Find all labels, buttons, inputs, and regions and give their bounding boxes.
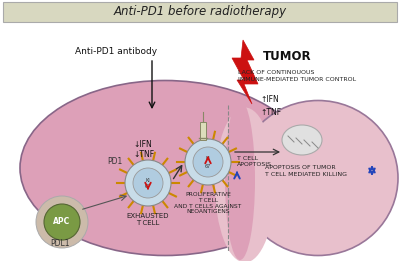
Circle shape — [44, 204, 80, 240]
Text: APOPTOSIS OF TUMOR
T CELL MEDIATED KILLING: APOPTOSIS OF TUMOR T CELL MEDIATED KILLI… — [265, 165, 347, 177]
Ellipse shape — [238, 100, 398, 256]
Text: Anti-PD1 antibody: Anti-PD1 antibody — [75, 46, 157, 56]
Text: Ki: Ki — [206, 157, 210, 162]
Text: PD1: PD1 — [107, 157, 122, 167]
Text: T CELL
APOPTOSIS: T CELL APOPTOSIS — [237, 156, 272, 167]
Text: ↑IFN: ↑IFN — [260, 95, 279, 104]
Text: Anti-PD1 before radiotherapy: Anti-PD1 before radiotherapy — [114, 5, 286, 19]
Ellipse shape — [20, 80, 310, 256]
Text: PDL1: PDL1 — [50, 240, 70, 248]
Text: PROLIFERATIVE
T CELL
AND T CELLS AGAINST
NEOANTIGENS: PROLIFERATIVE T CELL AND T CELLS AGAINST… — [174, 192, 242, 214]
Circle shape — [185, 139, 231, 185]
Circle shape — [125, 160, 171, 206]
Text: 67: 67 — [145, 185, 151, 189]
Text: ↓IFN: ↓IFN — [133, 140, 152, 149]
Text: ↑TNF: ↑TNF — [260, 108, 281, 117]
Text: ↓TNF: ↓TNF — [133, 150, 154, 159]
Ellipse shape — [215, 108, 275, 261]
Circle shape — [36, 196, 88, 248]
Text: EXHAUSTED
T CELL: EXHAUSTED T CELL — [127, 213, 169, 226]
FancyBboxPatch shape — [200, 122, 206, 140]
Ellipse shape — [282, 125, 322, 155]
Polygon shape — [232, 40, 258, 104]
Ellipse shape — [225, 100, 255, 260]
Text: LACK OF CONTINOUOUS
IMMUNE-MEDIATED TUMOR CONTROL: LACK OF CONTINOUOUS IMMUNE-MEDIATED TUMO… — [238, 70, 356, 82]
FancyBboxPatch shape — [3, 2, 397, 22]
Text: 67: 67 — [205, 163, 211, 169]
Text: TUMOR: TUMOR — [263, 50, 312, 63]
Text: Ki: Ki — [146, 177, 150, 182]
Circle shape — [133, 168, 163, 198]
Text: APC: APC — [53, 217, 71, 227]
Circle shape — [193, 147, 223, 177]
